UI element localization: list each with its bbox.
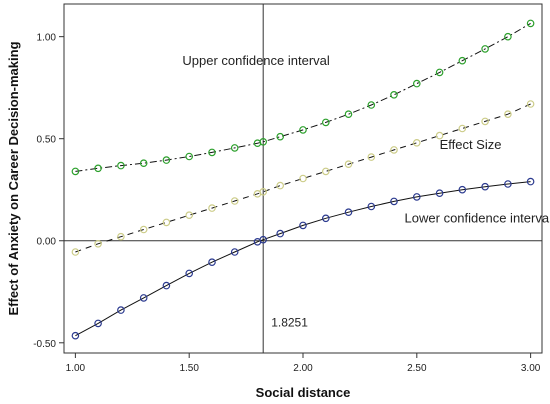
effect-size-point [321, 167, 330, 176]
effect-size-point [162, 218, 171, 227]
upper-ci-point [458, 56, 467, 65]
upper-ci-point [230, 144, 239, 152]
upper-ci-point [208, 148, 216, 157]
x-axis-title: Social distance [256, 385, 351, 400]
lower-ci-point [185, 269, 194, 278]
effect-size-point [344, 160, 353, 169]
lower-ci-point [299, 221, 307, 230]
axes-layer: 1.00 1.50 2.00 2.50 3.00 -0.50 0.00 0.50 1.00 [33, 33, 541, 374]
upper-ci-point [435, 68, 444, 77]
upper-ci-line [75, 22, 531, 172]
effect-size-point [71, 248, 80, 256]
upper-ci-point [412, 79, 421, 88]
effect-size-point [458, 124, 467, 133]
lower-ci-point [435, 189, 444, 198]
effect-size-point [367, 153, 376, 161]
lower-ci-series: Lower confidence interval [71, 177, 550, 340]
x-tick-label: 1.50 [179, 363, 199, 374]
lower-ci-point [259, 235, 268, 244]
effect-size-point [481, 117, 489, 126]
lower-ci-point [117, 306, 125, 314]
effect-size-point [435, 131, 444, 140]
effect-size-point [117, 232, 125, 241]
lower-ci-label: Lower confidence interval [405, 210, 550, 225]
lower-ci-point [139, 294, 148, 302]
effect-size-point [390, 146, 398, 154]
lower-ci-point [390, 197, 398, 206]
upper-ci-point [299, 126, 307, 134]
effect-size-point [526, 100, 535, 108]
effect-size-label: Effect Size [440, 137, 502, 152]
upper-ci-point [367, 101, 376, 109]
upper-ci-point [481, 45, 489, 53]
lower-ci-point [412, 193, 421, 201]
x-tick-label: 2.00 [293, 363, 313, 374]
lower-ci-point [504, 180, 512, 188]
x-tick-label: 2.50 [407, 363, 427, 374]
effect-size-point [259, 188, 268, 196]
upper-ci-point [139, 159, 148, 168]
upper-ci-point [526, 19, 535, 28]
upper-ci-point [321, 118, 330, 127]
y-tick-label: 0.00 [37, 237, 57, 248]
upper-ci-point [71, 167, 80, 176]
upper-ci-label: Upper confidence interval [182, 53, 330, 68]
upper-ci-point [259, 138, 268, 146]
y-tick-label: 1.00 [37, 33, 57, 44]
upper-ci-series: Upper confidence interval [71, 19, 535, 176]
threshold-label: 1.8251 [271, 315, 308, 329]
y-tick-label: 0.50 [37, 135, 57, 146]
upper-ci-point [344, 110, 353, 119]
lower-ci-line [75, 181, 531, 337]
effect-size-point [185, 211, 194, 220]
lower-ci-point [344, 208, 353, 217]
x-tick-label: 3.00 [521, 363, 541, 374]
lower-ci-point [526, 177, 535, 186]
effect-size-point [94, 240, 102, 248]
lower-ci-point [94, 319, 102, 328]
lower-ci-point [321, 214, 330, 223]
upper-ci-point [117, 161, 125, 170]
x-tick-label: 1.00 [66, 363, 86, 374]
upper-ci-point [276, 132, 285, 141]
effect-size-point [412, 139, 421, 147]
effect-size-point [139, 225, 148, 234]
effect-size-point [299, 174, 307, 183]
effect-size-point [276, 181, 285, 190]
lower-ci-point [71, 331, 80, 340]
effect-size-point [230, 197, 239, 205]
reference-lines: 1.8251 [64, 4, 542, 353]
upper-ci-point [504, 32, 512, 41]
series-layer: Upper confidence interval Effect Size Lowe… [71, 19, 550, 340]
lower-ci-point [276, 229, 285, 238]
effect-size-series: Effect Size [71, 100, 535, 256]
upper-ci-point [390, 91, 398, 99]
lower-ci-point [208, 258, 216, 267]
y-tick-label: -0.50 [33, 339, 56, 350]
lower-ci-point [458, 185, 467, 194]
effect-size-point [504, 110, 512, 119]
lower-ci-point [481, 182, 489, 191]
upper-ci-point [94, 164, 102, 173]
lower-ci-point [162, 281, 171, 290]
upper-ci-point [185, 152, 194, 161]
lower-ci-point [230, 248, 239, 256]
upper-ci-point [162, 156, 171, 164]
y-axis-title: Effect of Anxiety on Career Decision-mak… [6, 41, 21, 315]
lower-ci-point [367, 202, 376, 211]
effect-size-point [208, 204, 216, 212]
